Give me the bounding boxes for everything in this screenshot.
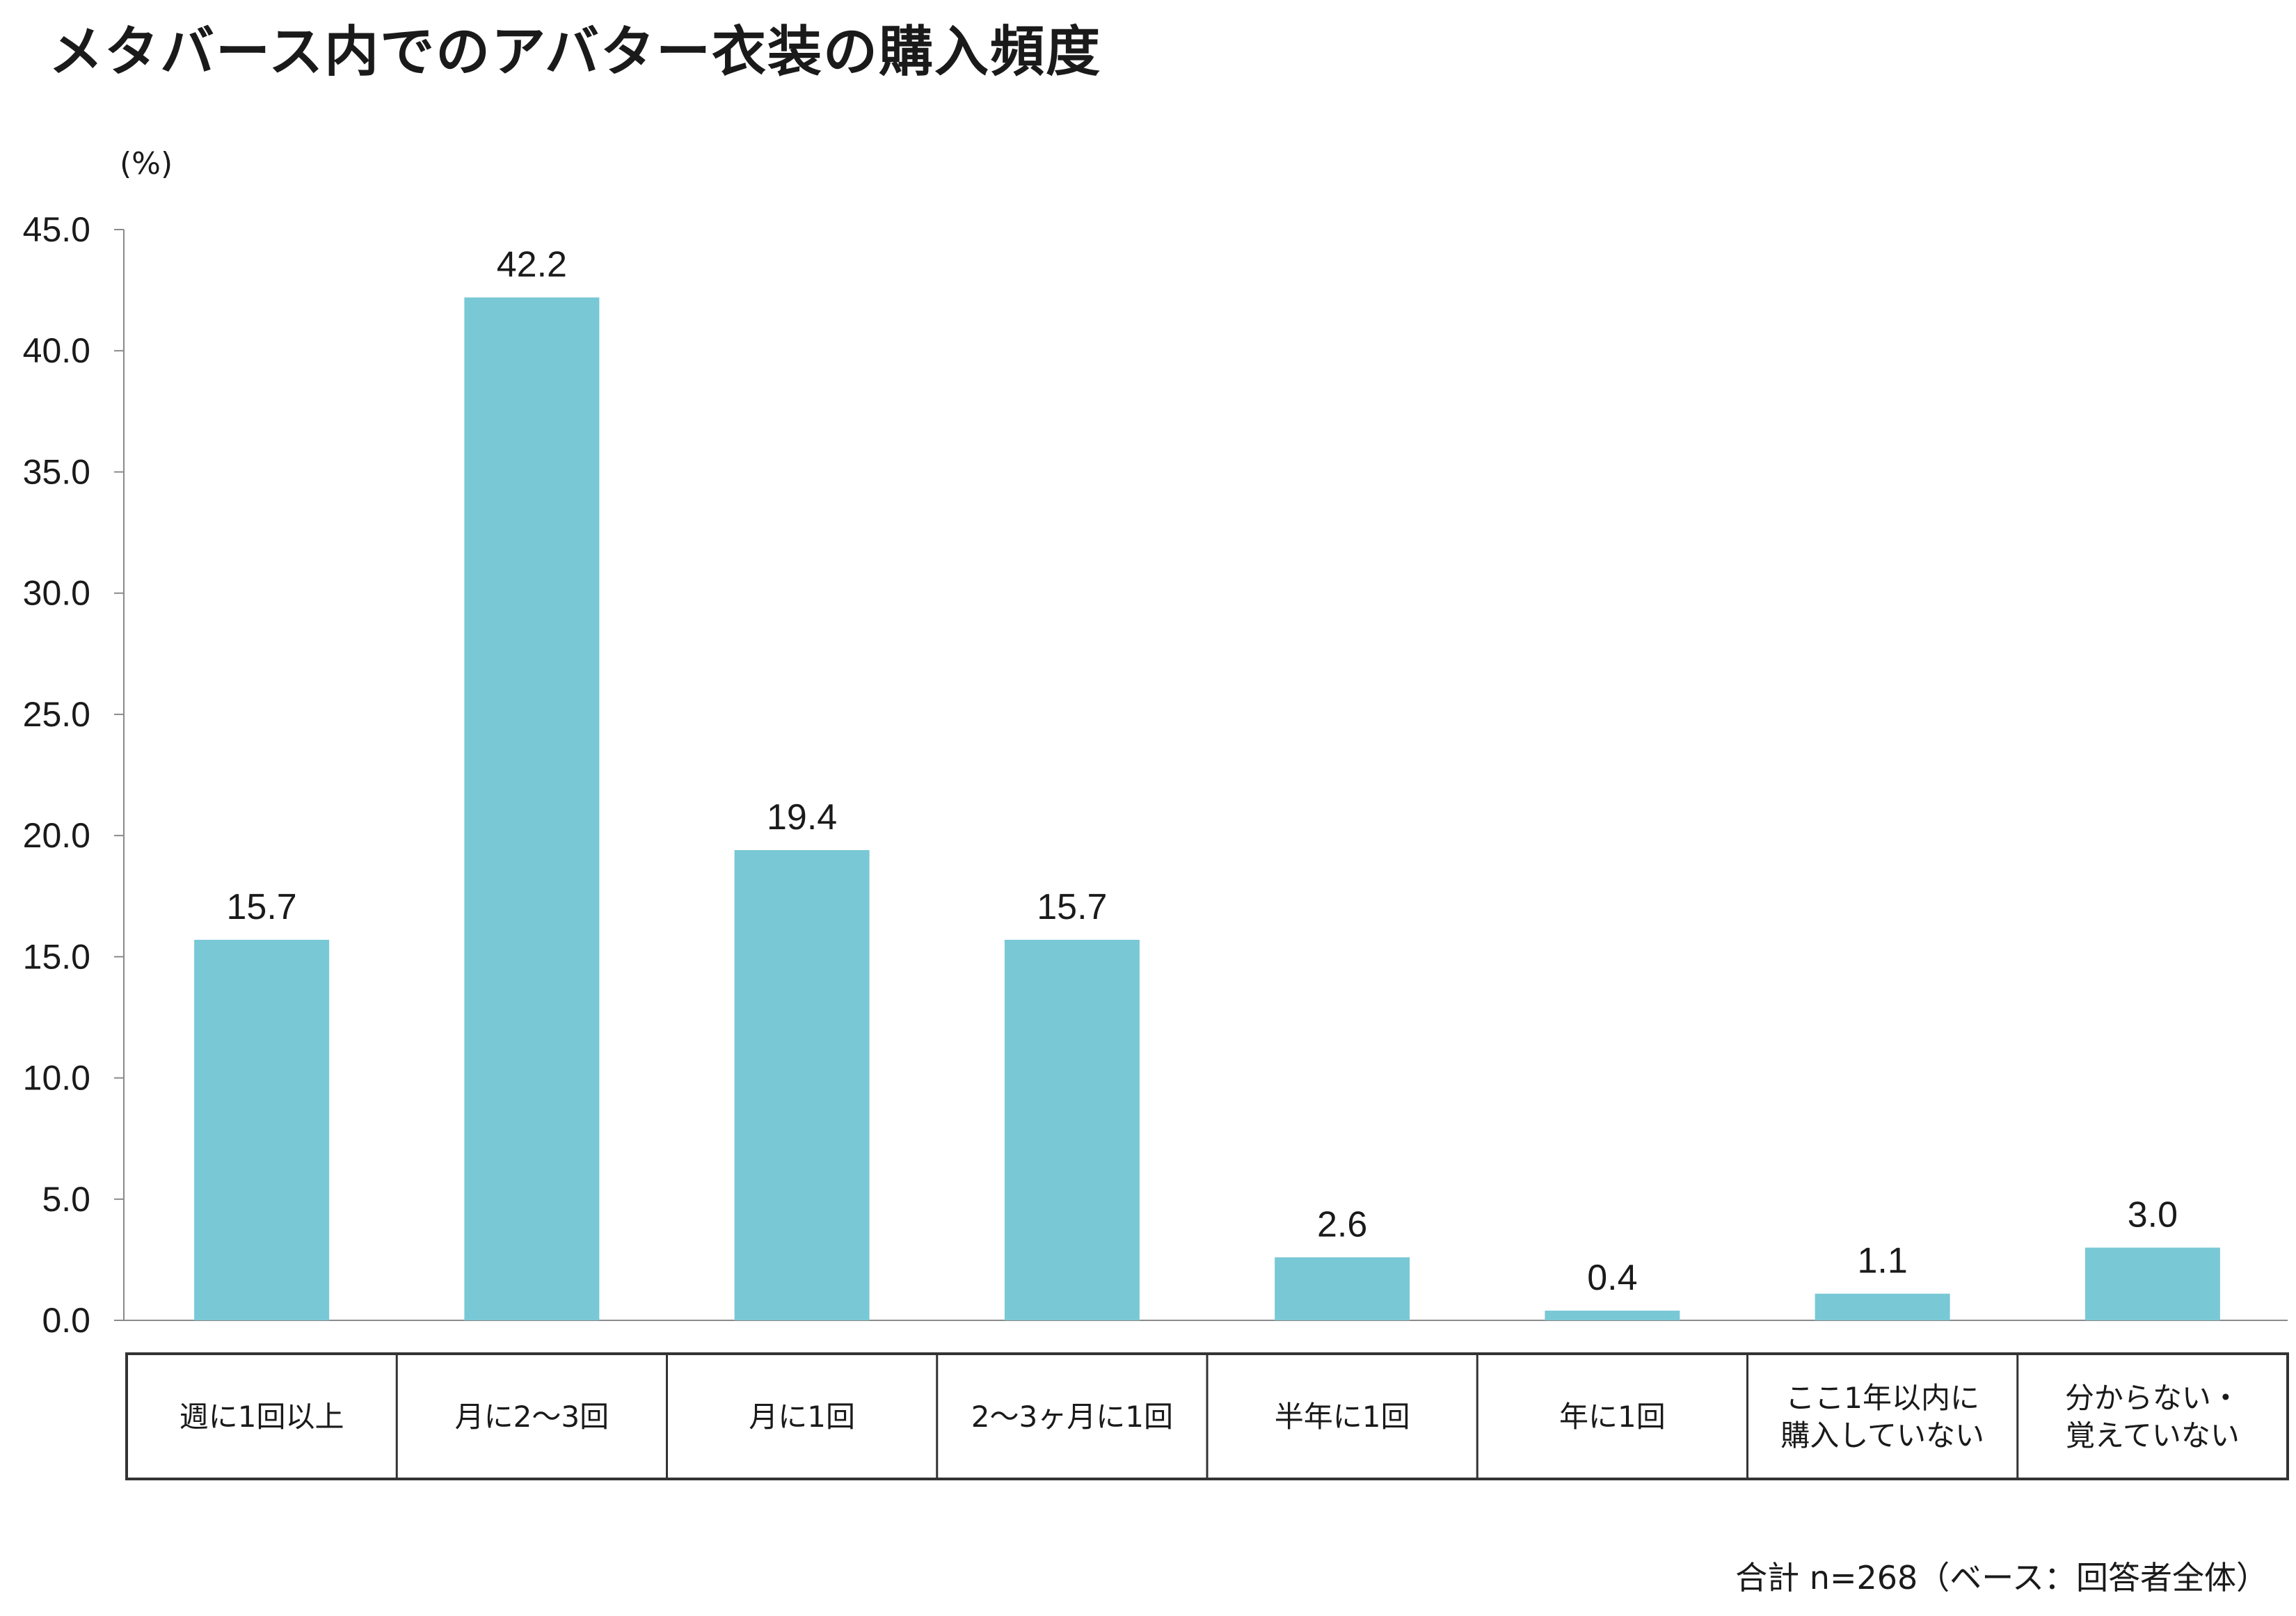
category-label: 年に1回 (1559, 1400, 1666, 1434)
sample-note: 合計 n=268（ベース：回答者全体） (1735, 1559, 2268, 1597)
category-label: 購入していない (1780, 1418, 1984, 1453)
bar-value-label: 1.1 (1857, 1241, 1907, 1281)
bar (1815, 1293, 1950, 1320)
bar-value-label: 15.7 (1037, 887, 1107, 927)
bar (464, 297, 600, 1320)
y-tick-label: 30.0 (23, 574, 90, 613)
y-tick-label: 40.0 (23, 331, 90, 370)
y-axis-unit: (%) (120, 146, 173, 182)
y-tick-label: 0.0 (42, 1301, 90, 1340)
chart-title: メタバース内でのアバター衣装の購入頻度 (49, 21, 1101, 83)
bar (734, 850, 870, 1320)
bar-value-label: 19.4 (767, 797, 837, 838)
y-tick-label: 15.0 (23, 937, 90, 976)
y-tick-label: 20.0 (23, 816, 90, 855)
category-label: 2〜3ヶ月に1回 (971, 1400, 1173, 1434)
category-label: 月に1回 (749, 1400, 855, 1434)
y-tick-label: 45.0 (23, 210, 90, 249)
bar (2084, 1247, 2220, 1320)
category-label: 分からない・ (2065, 1381, 2240, 1415)
y-tick-label: 10.0 (23, 1059, 90, 1098)
bar (1275, 1257, 1410, 1320)
bar-value-label: 42.2 (497, 245, 567, 285)
category-label: ここ1年以内に (1785, 1381, 1979, 1415)
category-label: 週に1回以上 (180, 1400, 344, 1434)
bar-value-label: 0.4 (1587, 1258, 1637, 1298)
y-tick-label: 5.0 (42, 1180, 90, 1219)
bar (1545, 1311, 1680, 1320)
category-label: 半年に1回 (1275, 1400, 1410, 1434)
category-label: 覚えていない (2066, 1418, 2240, 1453)
y-tick-label: 25.0 (23, 695, 90, 734)
y-tick-label: 35.0 (23, 452, 90, 491)
bar-value-label: 2.6 (1317, 1204, 1367, 1245)
bar (194, 939, 330, 1320)
category-label: 月に2〜3回 (455, 1400, 609, 1434)
bar-value-label: 15.7 (227, 887, 297, 927)
bar-value-label: 3.0 (2128, 1194, 2178, 1235)
bar (1004, 939, 1140, 1320)
